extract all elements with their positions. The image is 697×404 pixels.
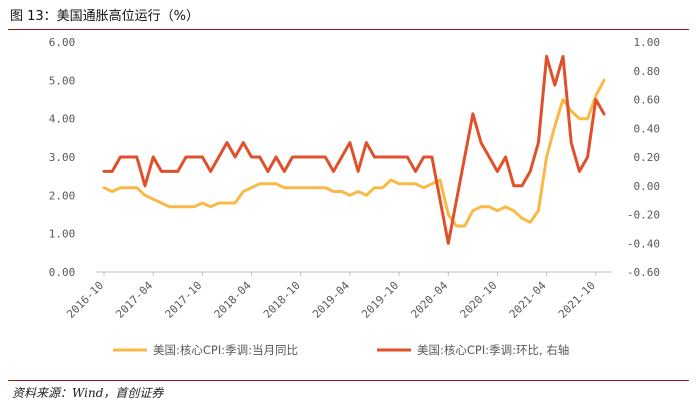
x-tick-label: 2019-10 (359, 279, 401, 321)
x-tick-label: 2018-04 (212, 279, 254, 321)
left-y-tick-label: 4.00 (49, 113, 76, 126)
x-tick-label: 2020-04 (408, 279, 450, 321)
left-y-tick-label: 6.00 (49, 36, 76, 49)
series-line-core-cpi-yoy (102, 78, 606, 228)
right-y-tick-label: 0.00 (634, 180, 661, 193)
left-y-tick-label: 3.00 (49, 151, 76, 164)
chart-canvas: 0.00 1.00 2.00 3.00 4.00 5.00 6.00 -0.60 -0.40 -0… (49, 36, 661, 357)
right-y-tick-label: 1.00 (634, 36, 661, 49)
source-divider (8, 380, 689, 381)
x-tick-label: 2017-10 (163, 279, 205, 321)
left-y-tick-label: 2.00 (49, 189, 76, 202)
series-line-core-cpi-mom (102, 54, 606, 245)
right-y-tick-label: 0.60 (634, 94, 661, 107)
source-note: 资料来源：Wind，首创证券 (12, 386, 164, 400)
right-y-tick-label: -0.60 (627, 266, 660, 279)
right-y-tick-label: 0.20 (634, 151, 661, 164)
right-y-tick-label: 0.80 (634, 65, 661, 78)
chart-title: 图 13：美国通胀高位运行（%） (10, 9, 200, 24)
x-tick-label: 2020-10 (458, 279, 500, 321)
right-y-tick-label: 0.40 (634, 122, 661, 135)
right-y-tick-label: -0.20 (627, 209, 660, 222)
right-y-tick-label: -0.40 (627, 237, 660, 250)
title-bar: 图 13：美国通胀高位运行（%） (8, 3, 689, 30)
left-y-tick-label: 5.00 (49, 74, 76, 87)
x-tick-label: 2021-10 (556, 279, 598, 321)
x-tick-label: 2017-04 (113, 279, 155, 321)
x-tick-label: 2018-10 (261, 279, 303, 321)
legend-label: 美国:核心CPI:季调:当月同比 (153, 343, 298, 357)
x-tick-label: 2021-04 (507, 279, 549, 321)
x-tick-label: 2019-04 (310, 279, 352, 321)
legend-label: 美国:核心CPI:季调:环比, 右轴 (417, 343, 569, 357)
left-y-tick-label: 0.00 (49, 266, 76, 279)
left-y-tick-label: 1.00 (49, 228, 76, 241)
x-tick-label: 2016-10 (64, 279, 106, 321)
